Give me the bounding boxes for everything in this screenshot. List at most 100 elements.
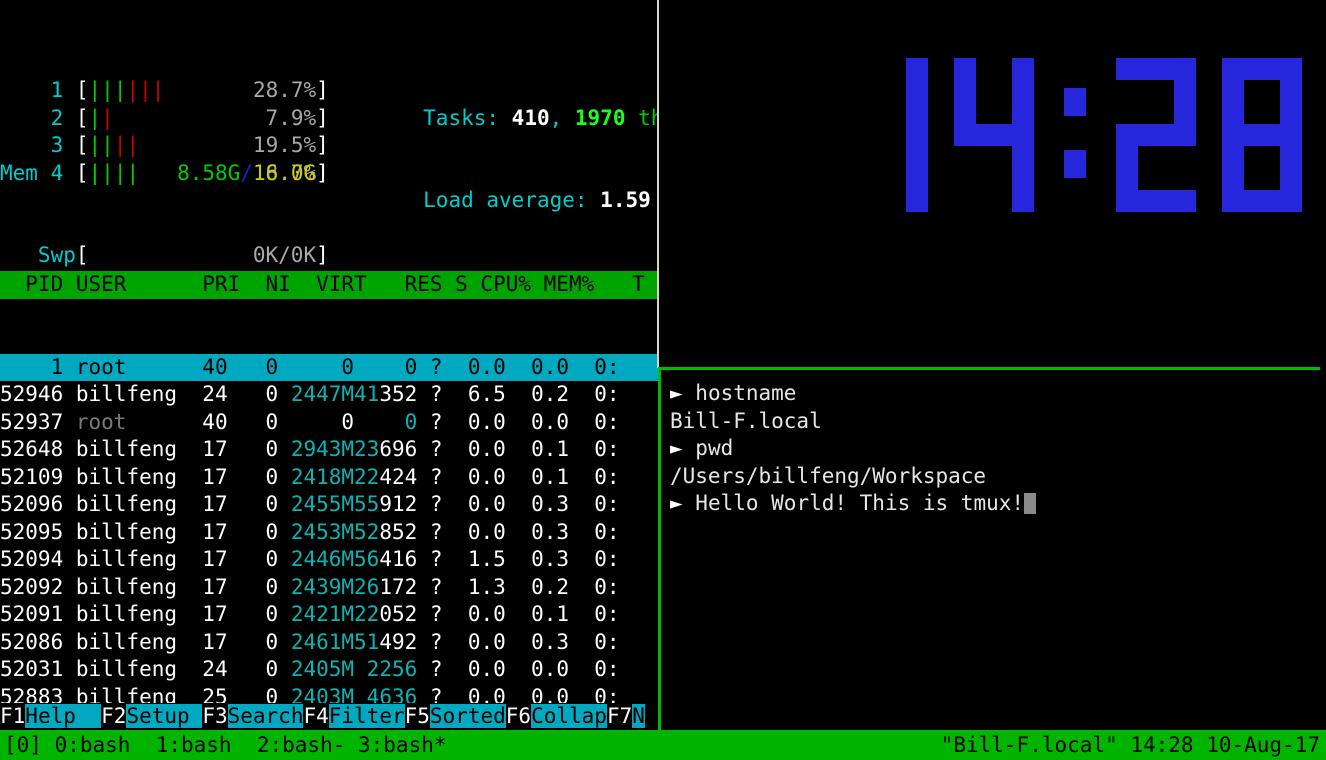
cell-res: 51 (354, 629, 380, 654)
cell-state: ? (417, 382, 443, 406)
shell-line: /Users/billfeng/Workspace (670, 463, 1036, 491)
meter-bracket-open: [ (75, 133, 89, 157)
process-table[interactable]: PID USER PRI NI VIRT RES S CPU% MEM% T 1… (0, 216, 658, 730)
cpu-meter-percent: 19.5% (139, 133, 317, 157)
fkey-f5-label[interactable]: Sorted (429, 704, 506, 728)
clock-segment (1222, 124, 1244, 212)
table-row[interactable]: 52031 billfeng 24 0 2405M 2256 ? 0.0 0.0… (0, 656, 658, 684)
cell-pid: 52096 (0, 492, 76, 516)
fkey-f7-label[interactable]: N (632, 704, 645, 728)
fkey-f1-number[interactable]: F1 (0, 704, 26, 728)
table-row[interactable]: 52094 billfeng 17 0 2446M56416 ? 1.5 0.3… (0, 547, 620, 571)
table-row[interactable]: 52937 root 40 0 0 0 ? 0.0 0.0 0: (0, 409, 658, 437)
table-row[interactable]: 52946 billfeng 24 0 2447M41352 ? 6.5 0.2… (0, 382, 620, 406)
meter-bar-segment: | (126, 133, 140, 157)
cell-res: 41 (354, 382, 380, 406)
terminal-cursor (1024, 493, 1037, 514)
cell-cpu: 0.0 (442, 437, 506, 461)
shell-pane[interactable]: ► hostname Bill-F.local ► pwd/Users/billfe… (662, 370, 1326, 730)
htop-function-key-bar[interactable]: F1Help F2Setup F3SearchF4FilterF5SortedF… (0, 703, 658, 730)
cell-cpu: 0.0 (442, 492, 506, 516)
cell-pri: 40 (189, 354, 241, 379)
cell-ni: 0 (240, 684, 279, 709)
shell-output: ► hostname Bill-F.local ► pwd/Users/billfe… (670, 380, 1037, 518)
clock-segment (1174, 58, 1196, 146)
tasks-label: Tasks: (423, 105, 512, 130)
fkey-f3-label[interactable]: Search (227, 704, 304, 728)
cell-cpu: 0.0 (442, 629, 506, 654)
fkey-f4-number[interactable]: F4 (303, 704, 329, 728)
status-bar-right: "Bill-F.local" 14:28 10-Aug-17 (940, 733, 1320, 757)
fkey-f5-number[interactable]: F5 (404, 704, 430, 728)
cell-state: ? (417, 657, 443, 681)
cell-pid: 52086 (0, 629, 76, 654)
meter-bar-segment: | (88, 160, 102, 185)
shell-output-text: Bill-F.local (670, 408, 822, 433)
cell-cpu: 0.0 (442, 519, 506, 544)
htop-pane[interactable]: 1 [|||||| 28.7%] 2 [|| 7.9%] 3 [|||| 19.… (0, 0, 658, 730)
process-table-header[interactable]: PID USER PRI NI VIRT RES S CPU% MEM% T (0, 271, 658, 299)
table-row[interactable]: 52095 billfeng 17 0 2453M52852 ? 0.0 0.3… (0, 519, 620, 544)
cell-cpu: 0.0 (442, 464, 506, 489)
fkey-f4-label[interactable]: Filter (328, 704, 405, 728)
fkey-f3-number[interactable]: F3 (202, 704, 228, 728)
cell-state: ? (417, 574, 443, 599)
status-bar-left[interactable]: [0] 0:bash 1:bash 2:bash- 3:bash* (4, 733, 447, 757)
mem-used-value: 8.58G (177, 160, 241, 185)
meter-bracket-open: [ (75, 105, 89, 130)
cell-ni: 0 (240, 354, 279, 379)
cell-res: 26 (354, 574, 380, 599)
table-row[interactable]: 52092 billfeng 17 0 2439M26172 ? 1.3 0.2… (0, 574, 620, 599)
table-row[interactable]: 52086 billfeng 17 0 2461M51492 ? 0.0 0.3… (0, 629, 620, 654)
fkey-f6-label[interactable]: Collap (531, 704, 607, 728)
fkey-f1-label[interactable]: Help (25, 704, 102, 728)
meter-bracket-close: ] (316, 160, 329, 185)
cell-pri: 17 (189, 574, 241, 599)
meter-bracket-close: ] (316, 160, 329, 185)
pane-divider-vertical[interactable] (657, 0, 659, 368)
cell-user: root (75, 354, 190, 379)
table-row[interactable]: 52648 billfeng 17 0 2943M23696 ? 0.0 0.1… (0, 437, 620, 461)
cell-res: 23 (354, 437, 380, 461)
cell-pri: 17 (189, 547, 241, 571)
cpu-meter-label: 3 (0, 133, 76, 157)
cell-res: 0 (354, 354, 418, 379)
table-row[interactable]: 52091 billfeng 17 0 2421M22052 ? 0.0 0.1… (0, 602, 620, 626)
mem-meter-label: Mem (0, 160, 76, 185)
fkey-f7-number[interactable]: F7 (606, 704, 633, 728)
fkey-f6-number[interactable]: F6 (505, 704, 532, 728)
shell-line: Bill-F.local (670, 408, 1036, 436)
cell-time: 0: (568, 657, 620, 681)
cell-virt: 2421M (278, 602, 355, 626)
tmux-clock-pane[interactable] (662, 0, 1326, 368)
shell-output-text: /Users/billfeng/Workspace (670, 463, 987, 488)
table-row[interactable]: 52109 billfeng 17 0 2418M22424 ? 0.0 0.1… (0, 464, 620, 489)
table-row[interactable]: 52096 billfeng 17 0 2455M55912 ? 0.0 0.3… (0, 492, 620, 516)
meter-bar-segment: | (88, 133, 102, 157)
cell-res: 22 (354, 464, 380, 489)
clock-display (848, 58, 1326, 212)
cell-user: billfeng (75, 464, 190, 489)
table-row[interactable]: 1 root 40 0 0 0 ? 0.0 0.0 0: (0, 353, 658, 381)
cell-virt: 0 (278, 354, 355, 379)
cell-pri: 24 (189, 382, 241, 406)
fkey-f2-label[interactable]: Setup (126, 704, 203, 728)
cell-state: ? (417, 602, 443, 626)
cell-pid: 52092 (0, 574, 76, 599)
meter-bar-segment: | (101, 133, 114, 157)
cpu-meter-percent: 28.7% (164, 78, 317, 102)
cpu-meter-percent: 7.9% (113, 105, 317, 130)
tmux-status-bar[interactable]: [0] 0:bash 1:bash 2:bash- 3:bash* "Bill-… (0, 730, 1326, 760)
clock-digit-2 (1116, 58, 1196, 212)
shell-line: ► Hello World! This is tmux! (670, 490, 1037, 518)
prompt-arrow-icon: ► (670, 436, 696, 460)
cell-cpu: 0.0 (442, 602, 506, 626)
meter-bar-segment: | (126, 78, 140, 102)
clock-digit-1 (848, 58, 928, 212)
cell-mem: 0.3 (505, 547, 569, 571)
cell-mem: 0.3 (505, 519, 569, 544)
prompt-arrow-icon: ► (670, 491, 696, 515)
cell-ni: 0 (240, 492, 279, 516)
fkey-f2-number[interactable]: F2 (101, 704, 127, 728)
cell-ni: 0 (240, 409, 279, 434)
